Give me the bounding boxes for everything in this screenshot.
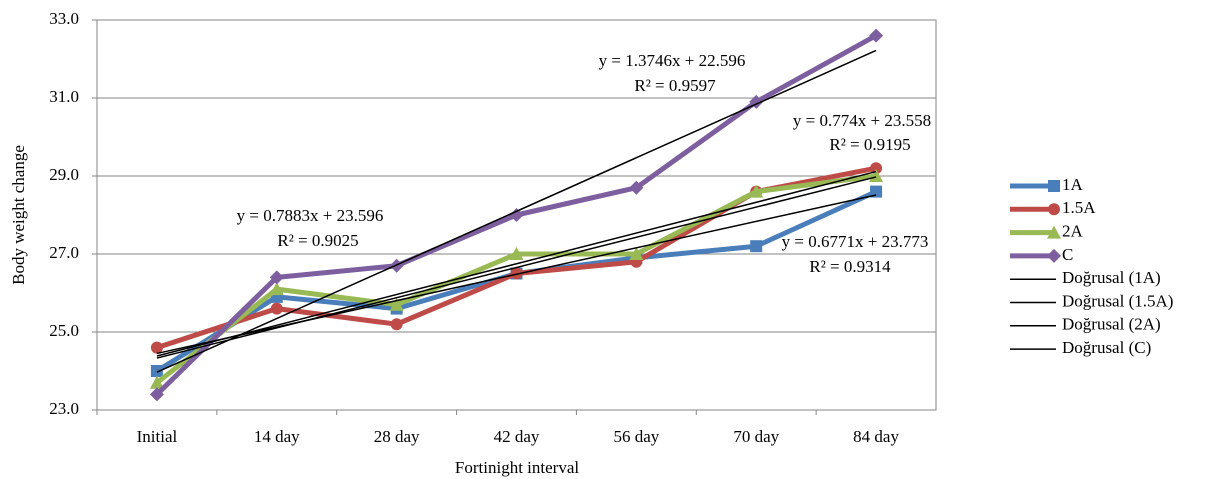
x-tick-label: 14 day: [254, 427, 300, 446]
x-tick-label: 42 day: [494, 427, 540, 446]
trend-equation: y = 0.774x + 23.558: [793, 111, 931, 130]
y-tick-label: 25.0: [49, 321, 79, 340]
y-axis-title: Body weight change: [9, 145, 28, 285]
legend-label: 1.5A: [1062, 198, 1096, 217]
data-point: [390, 318, 403, 331]
y-tick-label: 27.0: [49, 243, 79, 262]
data-point: [149, 387, 164, 402]
legend-label: Doğrusal (1.5A): [1062, 291, 1173, 310]
data-point: [150, 365, 163, 377]
trendline: [156, 170, 877, 357]
data-point: [870, 162, 883, 175]
x-tick-label: 84 day: [853, 427, 899, 446]
legend-marker: [1048, 203, 1060, 216]
trend-r2: R² = 0.9314: [809, 257, 891, 276]
legend-marker: [1047, 225, 1061, 239]
legend-marker: [1048, 180, 1060, 192]
legend-label: 1A: [1062, 175, 1084, 194]
legend-label: Doğrusal (2A): [1062, 315, 1161, 334]
data-point: [149, 375, 164, 389]
trend-equation: y = 0.7883x + 23.596: [237, 206, 384, 225]
data-point: [629, 180, 644, 195]
data-point: [389, 297, 404, 311]
data-point: [509, 247, 524, 260]
x-tick-label: 70 day: [733, 427, 779, 446]
trend-equation: y = 0.6771x + 23.773: [782, 232, 929, 251]
trend-r2: R² = 0.9597: [634, 76, 716, 95]
legend-label: Doğrusal (C): [1062, 338, 1151, 357]
trend-r2: R² = 0.9025: [277, 231, 358, 250]
trendline: [156, 194, 877, 355]
data-point: [750, 240, 763, 253]
trendline: [156, 49, 877, 373]
x-axis-title: Fortinight interval: [455, 458, 579, 477]
legend-label: C: [1062, 245, 1073, 264]
data-point: [629, 247, 644, 260]
legend-label: Doğrusal (1A): [1062, 268, 1161, 287]
data-point: [150, 341, 163, 354]
data-point: [749, 184, 764, 198]
plot-border: [96, 19, 937, 411]
trend-r2: R² = 0.9195: [829, 135, 910, 154]
trend-equation: y = 1.3746x + 22.596: [599, 51, 746, 70]
y-tick-label: 33.0: [49, 9, 79, 28]
x-tick-label: 56 day: [613, 427, 659, 446]
data-point: [269, 282, 284, 296]
data-point: [270, 302, 283, 315]
data-point: [869, 169, 884, 182]
data-point: [869, 28, 884, 43]
trendline: [156, 176, 877, 359]
y-tick-label: 29.0: [49, 165, 79, 184]
y-tick-label: 23.0: [49, 399, 79, 418]
data-point: [269, 270, 284, 285]
data-point: [509, 208, 524, 222]
legend-label: 2A: [1062, 222, 1084, 241]
legend-marker: [1047, 248, 1061, 263]
y-tick-label: 31.0: [49, 87, 79, 106]
x-tick-label: 28 day: [374, 427, 420, 446]
data-point: [870, 185, 883, 198]
x-tick-label: Initial: [137, 427, 178, 446]
